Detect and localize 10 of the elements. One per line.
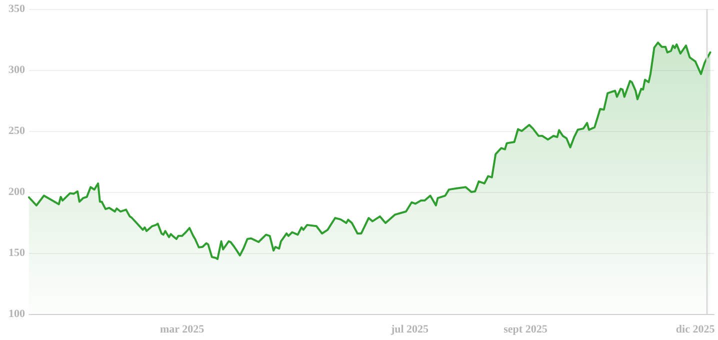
y-tick-label: 200 <box>8 186 26 198</box>
x-tick-label: jul 2025 <box>390 324 430 336</box>
y-tick-label: 250 <box>8 125 26 137</box>
x-tick-label: mar 2025 <box>160 324 205 336</box>
y-tick-label: 350 <box>8 3 26 15</box>
y-tick-label: 300 <box>8 64 26 76</box>
x-tick-label: sept 2025 <box>504 324 548 336</box>
x-tick-label: dic 2025 <box>676 324 716 336</box>
y-tick-label: 150 <box>8 247 26 259</box>
y-tick-label: 100 <box>8 308 26 320</box>
